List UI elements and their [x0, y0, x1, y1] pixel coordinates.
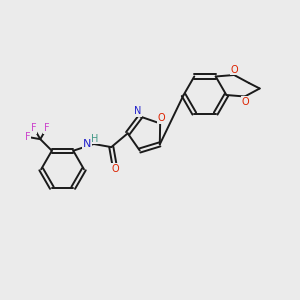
Text: F: F — [25, 132, 31, 142]
Text: O: O — [241, 97, 249, 107]
Text: H: H — [91, 134, 98, 144]
Text: O: O — [112, 164, 119, 173]
Text: O: O — [230, 64, 238, 75]
Text: O: O — [158, 113, 165, 123]
Text: N: N — [134, 106, 142, 116]
Text: F: F — [31, 123, 37, 134]
Text: N: N — [83, 139, 92, 149]
Text: F: F — [44, 123, 49, 134]
